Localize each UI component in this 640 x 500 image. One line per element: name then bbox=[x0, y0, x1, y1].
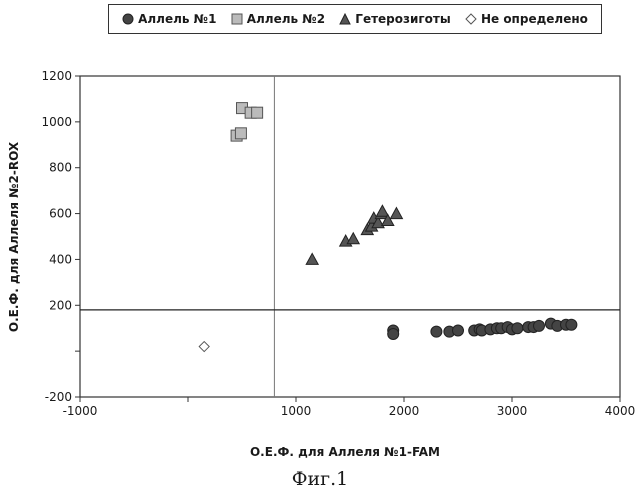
y-tick-label: 1200 bbox=[41, 69, 72, 83]
x-tick-label: 3000 bbox=[497, 404, 528, 418]
y-tick-label: 800 bbox=[49, 161, 72, 175]
heterozygote-point bbox=[347, 233, 359, 244]
figure-caption: Фиг.1 bbox=[0, 468, 640, 490]
y-tick-label: -200 bbox=[45, 390, 72, 404]
x-axis-title: О.Е.Ф. для Аллеля №1-FAM bbox=[250, 445, 440, 459]
allele1-point bbox=[512, 323, 523, 334]
chart-ticks: -1000 1000 2000 3000 4000 -200 200 400 600 800 100… bbox=[41, 69, 635, 418]
allele1-point bbox=[534, 320, 545, 331]
scatter-chart: -1000 1000 2000 3000 4000 -200 200 400 600 800 100… bbox=[0, 0, 640, 460]
y-tick-label: 400 bbox=[49, 252, 72, 266]
threshold-lines bbox=[80, 76, 620, 397]
x-tick-label: 4000 bbox=[605, 404, 636, 418]
allele1-point bbox=[431, 326, 442, 337]
y-axis-title: О.Е.Ф. для Аллеля №2-ROX bbox=[7, 141, 21, 332]
heterozygote-point bbox=[306, 253, 318, 264]
y-tick-label: 600 bbox=[49, 207, 72, 221]
x-tick-label: 2000 bbox=[389, 404, 420, 418]
chart-points bbox=[199, 103, 577, 352]
allele2-point bbox=[252, 107, 263, 118]
allele1-point bbox=[453, 325, 464, 336]
heterozygote-point bbox=[390, 208, 402, 219]
allele1-point bbox=[388, 328, 399, 339]
plot-frame bbox=[80, 76, 620, 397]
heterozygote-point bbox=[376, 205, 388, 216]
x-tick-label: -1000 bbox=[63, 404, 98, 418]
x-tick-label: 1000 bbox=[281, 404, 312, 418]
chart-axes bbox=[80, 76, 620, 397]
allele2-point bbox=[235, 128, 246, 139]
allele1-point bbox=[566, 319, 577, 330]
y-tick-label: 1000 bbox=[41, 115, 72, 129]
undetermined-point bbox=[199, 342, 209, 352]
y-tick-label: 200 bbox=[49, 298, 72, 312]
